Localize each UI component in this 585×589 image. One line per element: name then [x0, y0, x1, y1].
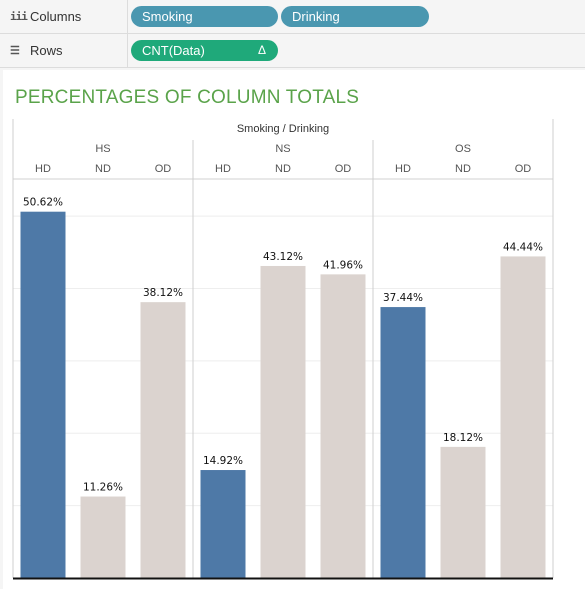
group-label-os: OS [455, 143, 471, 155]
data-label-hs-nd: 11.26% [83, 482, 123, 494]
category-label-ns-hd: HD [215, 163, 231, 175]
category-label-hs-hd: HD [35, 163, 51, 175]
rows-shelf-label: ☰ Rows [0, 34, 128, 67]
data-label-ns-hd: 14.92% [203, 455, 243, 467]
bar-hs-od[interactable] [140, 302, 186, 578]
group-label-hs: HS [95, 143, 110, 155]
bar-chart: Smoking / Drinking HS HD 50.62% ND 11.26% OD 38… [12, 119, 554, 580]
category-label-hs-od: OD [155, 163, 172, 175]
columns-shelf: iii Columns Smoking Drinking [0, 0, 585, 34]
category-label-os-od: OD [515, 163, 532, 175]
rows-icon: ☰ [10, 44, 20, 57]
worksheet: PERCENTAGES OF COLUMN TOTALS Smoking / D… [3, 70, 585, 589]
bar-os-nd[interactable] [440, 446, 486, 578]
data-label-hs-od: 38.12% [143, 287, 183, 299]
rows-label-text: Rows [30, 43, 63, 58]
columns-icon: iii [10, 10, 28, 23]
columns-label-text: Columns [30, 9, 82, 24]
bar-hs-nd[interactable] [80, 496, 126, 578]
cnt-data-pill-text: CNT(Data) [142, 43, 205, 58]
data-label-os-hd: 37.44% [383, 292, 423, 304]
rows-shelf: ☰ Rows CNT(Data) Δ [0, 34, 585, 68]
category-label-ns-od: OD [335, 163, 352, 175]
group-label-ns: NS [275, 143, 290, 155]
column-header-label: Smoking / Drinking [237, 123, 329, 135]
chart-title: PERCENTAGES OF COLUMN TOTALS [15, 87, 360, 108]
bar-ns-od[interactable] [320, 274, 366, 578]
bar-ns-nd[interactable] [260, 265, 306, 578]
data-label-os-od: 44.44% [503, 241, 543, 253]
columns-shelf-label: iii Columns [0, 0, 128, 33]
delta-icon: Δ [257, 43, 266, 57]
category-label-ns-nd: ND [275, 163, 291, 175]
drinking-pill[interactable]: Drinking [281, 6, 429, 27]
smoking-pill-text: Smoking [142, 9, 193, 24]
bar-ns-hd[interactable] [200, 470, 246, 578]
bar-os-hd[interactable] [380, 307, 426, 578]
data-label-ns-nd: 43.12% [263, 251, 303, 263]
smoking-pill[interactable]: Smoking [131, 6, 278, 27]
cnt-data-pill[interactable]: CNT(Data) Δ [131, 40, 278, 61]
category-label-os-hd: HD [395, 163, 411, 175]
data-label-os-nd: 18.12% [443, 432, 483, 444]
data-label-hs-hd: 50.62% [23, 197, 63, 209]
bar-hs-hd[interactable] [20, 211, 66, 579]
data-label-ns-od: 41.96% [323, 259, 363, 271]
drinking-pill-text: Drinking [292, 9, 340, 24]
bar-os-od[interactable] [500, 256, 546, 578]
category-label-os-nd: ND [455, 163, 471, 175]
category-label-hs-nd: ND [95, 163, 111, 175]
